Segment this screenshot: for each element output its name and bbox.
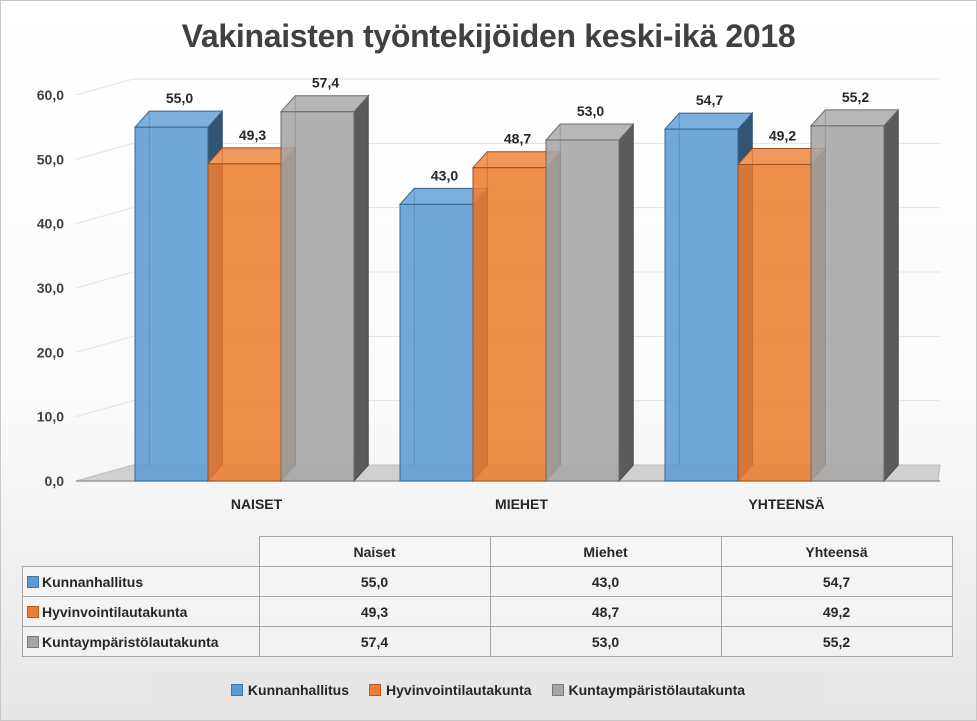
bar — [134, 126, 209, 482]
bar-top-face — [663, 112, 754, 130]
table-cell: 53,0 — [489, 626, 722, 657]
table-cell: 43,0 — [489, 566, 722, 597]
bar — [810, 125, 885, 482]
y-tick-label: 50,0 — [37, 151, 64, 167]
data-label: 49,2 — [769, 127, 796, 143]
bar-side-face — [618, 122, 634, 483]
legend-swatch-icon — [230, 683, 243, 696]
bar-top-face — [544, 123, 635, 141]
table-cell: 55,2 — [720, 626, 953, 657]
bar — [472, 167, 547, 482]
table-column-header: Naiset — [258, 536, 491, 567]
table-row-header: Kuntaympäristölautakunta — [22, 626, 260, 657]
y-tick-label: 60,0 — [37, 87, 64, 103]
y-tick-label: 10,0 — [37, 409, 64, 425]
table-row: Hyvinvointilautakunta 49,3 48,7 49,2 — [22, 596, 953, 627]
table-row-header: Kunnanhallitus — [22, 566, 260, 597]
table-cell: 48,7 — [489, 596, 722, 627]
legend-item: Hyvinvointilautakunta — [369, 681, 532, 698]
legend-label: Kunnanhallitus — [247, 681, 350, 698]
bar — [280, 111, 355, 482]
legend-label: Kuntaympäristölautakunta — [568, 681, 746, 698]
y-tick-label: 40,0 — [37, 216, 64, 232]
table-row-header: Hyvinvointilautakunta — [22, 596, 260, 627]
table-row-label: Kunnanhallitus — [42, 573, 144, 590]
table-row-label: Kuntaympäristölautakunta — [42, 633, 219, 650]
table-corner — [22, 536, 260, 567]
bar-top-face — [133, 110, 224, 128]
chart-plot-area: 0,0 10,0 20,0 30,0 40,0 50,0 60,0 55,0 49,3 57,4… — [37, 75, 941, 512]
x-category-label: YHTEENSÄ — [748, 496, 824, 512]
table-column-header: Miehet — [489, 536, 722, 567]
series-key-icon — [27, 575, 39, 588]
data-label: 49,3 — [239, 127, 266, 143]
bar-top-face — [279, 95, 370, 113]
y-tick-label: 30,0 — [37, 280, 64, 296]
bar — [545, 139, 620, 482]
bar-layer — [133, 94, 900, 483]
bar — [207, 163, 282, 482]
y-tick-label: 20,0 — [37, 344, 64, 360]
table-header-row: Naiset Miehet Yhteensä — [22, 536, 953, 567]
x-category-label: NAISET — [231, 496, 283, 512]
table-cell: 49,2 — [720, 596, 953, 627]
table-cell: 54,7 — [720, 566, 953, 597]
data-label: 54,7 — [696, 92, 723, 108]
legend-item: Kunnanhallitus — [230, 681, 350, 698]
bar-side-face — [883, 108, 899, 483]
legend-item: Kuntaympäristölautakunta — [551, 681, 746, 698]
x-category-label: MIEHET — [495, 496, 548, 512]
legend-swatch-icon — [551, 683, 564, 696]
data-table: Naiset Miehet Yhteensä Kunnanhallitus 55… — [22, 536, 953, 657]
y-tick-label: 0,0 — [45, 473, 65, 489]
series-key-icon — [27, 635, 39, 648]
table-column-header: Yhteensä — [720, 536, 953, 567]
bar-side-face — [353, 94, 369, 483]
table-cell: 55,0 — [258, 566, 491, 597]
data-label: 57,4 — [312, 75, 339, 91]
chart-title: Vakinaisten työntekijöiden keski-ikä 201… — [181, 18, 796, 54]
bar — [664, 128, 739, 482]
chart-legend: Kunnanhallitus Hyvinvointilautakunta Kun… — [152, 673, 824, 706]
data-label: 55,2 — [842, 89, 869, 105]
label-layer: 55,0 49,3 57,4 NAISET 43,0 48,7 53,0 MIEHET 54,7… — [166, 75, 869, 512]
table-row: Kunnanhallitus 55,0 43,0 54,7 — [22, 566, 953, 597]
gridline — [75, 78, 940, 96]
table-row: Kuntaympäristölautakunta 57,4 53,0 55,2 — [22, 626, 953, 657]
legend-swatch-icon — [369, 683, 382, 696]
data-label: 55,0 — [166, 90, 193, 106]
table-cell: 57,4 — [258, 626, 491, 657]
table-cell: 49,3 — [258, 596, 491, 627]
bar-top-face — [809, 109, 900, 127]
bar — [399, 203, 474, 482]
data-label: 48,7 — [504, 131, 531, 147]
series-key-icon — [27, 605, 39, 618]
bar — [737, 163, 812, 482]
table-row-label: Hyvinvointilautakunta — [42, 603, 188, 620]
legend-label: Hyvinvointilautakunta — [386, 681, 532, 698]
data-label: 43,0 — [431, 167, 458, 183]
data-label: 53,0 — [577, 103, 604, 119]
